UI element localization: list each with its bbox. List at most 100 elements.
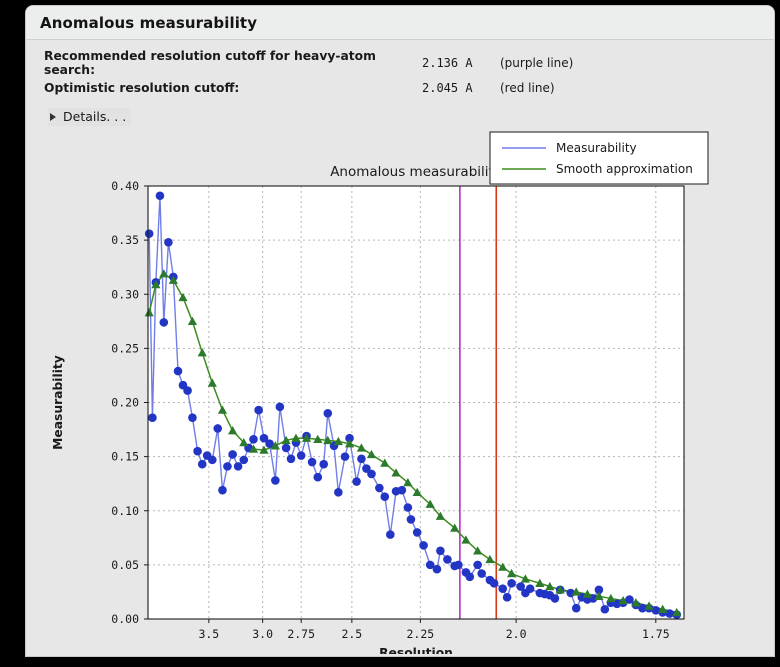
chart-svg: 0.00 0.05 0.10 0.15 0.20 0.25 0.30 0.35 0.40 3.5 3…: [51, 131, 709, 654]
x-tick-label: 3.5: [198, 627, 219, 641]
data-point-measurability: [193, 446, 202, 456]
y-tick-label: 0.40: [111, 179, 139, 193]
x-tick-label: 1.75: [642, 627, 670, 641]
y-tick-label: 0.15: [111, 450, 139, 464]
y-tick-label: 0.20: [111, 396, 139, 410]
data-point-measurability: [397, 485, 407, 495]
data-point-smooth-approximation: [618, 595, 628, 605]
data-point-smooth-approximation: [555, 585, 565, 594]
data-point-measurability: [550, 594, 560, 603]
data-point-smooth-approximation: [217, 405, 228, 414]
data-point-measurability: [594, 585, 604, 595]
data-point-measurability: [454, 560, 463, 570]
data-point-measurability: [419, 541, 428, 550]
data-point-measurability: [403, 503, 413, 512]
data-point-smooth-approximation: [333, 436, 343, 446]
y-tick-label: 0.00: [111, 612, 139, 626]
data-point-measurability: [625, 595, 634, 604]
data-point-measurability: [507, 578, 516, 588]
data-point-measurability: [323, 409, 333, 418]
data-point-measurability: [239, 455, 249, 465]
y-tick-label: 0.30: [111, 287, 139, 301]
data-point-smooth-approximation: [356, 443, 367, 452]
data-point-smooth-approximation: [323, 435, 333, 445]
legend-label: Measurability: [556, 141, 637, 155]
data-point-measurability: [183, 386, 192, 395]
data-point-smooth-approximation: [644, 601, 654, 610]
data-point-measurability: [516, 582, 526, 591]
data-point-measurability: [432, 564, 442, 574]
data-point-measurability: [228, 450, 237, 459]
data-point-smooth-approximation: [168, 275, 178, 284]
info-row-recommended-cutoff: Recommended resolution cutoff for heavy-…: [44, 48, 774, 77]
data-point-smooth-approximation: [582, 589, 592, 598]
x-tick-label: 2.0: [506, 627, 527, 641]
data-point-smooth-approximation: [291, 433, 301, 442]
data-point-measurability: [233, 462, 243, 471]
data-point-smooth-approximation: [535, 578, 545, 587]
data-point-smooth-approximation: [658, 604, 668, 613]
data-point-measurability: [281, 443, 291, 453]
data-point-measurability: [638, 603, 647, 613]
data-point-smooth-approximation: [461, 535, 471, 544]
data-point-measurability: [286, 454, 296, 464]
data-point-measurability: [148, 413, 157, 422]
data-point-measurability: [218, 485, 227, 495]
data-point-smooth-approximation: [259, 445, 269, 454]
data-point-smooth-approximation: [207, 378, 217, 387]
data-point-smooth-approximation: [366, 449, 377, 459]
data-point-measurability: [362, 464, 371, 473]
data-point-measurability: [498, 584, 508, 593]
panel-header: Anomalous measurability: [26, 6, 774, 40]
data-point-smooth-approximation: [281, 435, 291, 445]
data-point-measurability: [367, 469, 376, 479]
page-title: Anomalous measurability: [40, 13, 258, 32]
data-point-measurability: [375, 483, 384, 493]
data-point-measurability: [144, 229, 154, 238]
details-disclosure[interactable]: Details. . .: [48, 108, 132, 126]
data-point-measurability: [334, 488, 343, 497]
info-row-optimistic-cutoff: Optimistic resolution cutoff: 2.045 A (r…: [44, 75, 774, 100]
data-point-measurability: [406, 515, 416, 524]
data-point-measurability: [380, 492, 390, 501]
data-point-measurability: [164, 237, 173, 247]
data-point-measurability: [465, 572, 475, 582]
info-label: Recommended resolution cutoff for heavy-…: [44, 48, 376, 77]
chart-title: Anomalous measurability: [330, 164, 502, 180]
data-point-smooth-approximation: [520, 574, 530, 583]
y-axis-label: Measurability: [51, 355, 65, 450]
y-tick-label: 0.10: [111, 504, 139, 518]
data-point-measurability: [425, 560, 435, 570]
info-note: (red line): [500, 80, 555, 95]
data-point-measurability: [275, 402, 285, 412]
data-point-measurability: [443, 555, 452, 564]
data-point-smooth-approximation: [144, 308, 154, 317]
anomalous-measurability-panel: Anomalous measurability Recommended reso…: [26, 6, 774, 656]
x-tick-label: 2.75: [287, 627, 315, 641]
data-point-measurability: [307, 457, 317, 467]
data-point-measurability: [386, 530, 395, 539]
data-point-smooth-approximation: [380, 458, 390, 467]
data-point-smooth-approximation: [270, 441, 280, 450]
x-tick-label: 3.0: [252, 627, 273, 641]
data-point-measurability: [223, 462, 232, 471]
data-point-measurability: [525, 584, 535, 593]
info-label: Optimistic resolution cutoff:: [44, 80, 240, 95]
x-axis-label: Resolution: [379, 646, 453, 654]
data-point-measurability: [319, 459, 329, 469]
legend: [489, 131, 709, 185]
chevron-right-icon: [50, 112, 56, 121]
data-point-measurability: [155, 191, 165, 201]
data-point-smooth-approximation: [187, 316, 198, 325]
y-tick-label: 0.05: [111, 558, 139, 572]
data-point-smooth-approximation: [344, 439, 355, 448]
data-point-smooth-approximation: [506, 568, 517, 578]
data-point-measurability: [665, 609, 674, 618]
data-point-smooth-approximation: [545, 581, 555, 591]
data-point-measurability: [651, 606, 661, 615]
data-point-smooth-approximation: [450, 523, 460, 532]
data-point-smooth-approximation: [412, 487, 422, 497]
data-point-smooth-approximation: [631, 598, 641, 607]
data-point-smooth-approximation: [159, 269, 169, 278]
data-point-smooth-approximation: [313, 434, 323, 443]
